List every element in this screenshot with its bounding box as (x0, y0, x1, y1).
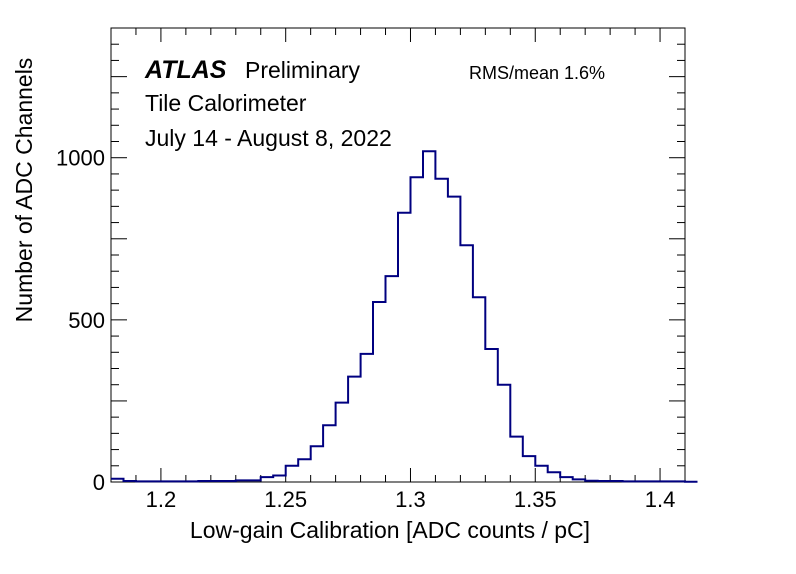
x-axis-ticks: 1.2 1.25 1.3 1.35 1.4 (110, 28, 686, 512)
x-tick-label: 1.4 (645, 487, 676, 512)
preliminary-label: Preliminary (245, 57, 361, 83)
y-tick-label: 1000 (56, 146, 105, 171)
x-tick-label: 1.25 (264, 487, 307, 512)
rms-mean-label: RMS/mean 1.6% (469, 63, 605, 83)
x-axis-label: Low-gain Calibration [ADC counts / pC] (190, 517, 590, 543)
x-tick-label: 1.35 (514, 487, 557, 512)
y-tick-label: 0 (93, 470, 105, 495)
y-axis-ticks: 0 500 1000 (56, 27, 685, 495)
y-tick-label: 500 (68, 308, 105, 333)
period-label: July 14 - August 8, 2022 (145, 125, 392, 151)
atlas-label: ATLAS (144, 56, 227, 84)
x-tick-label: 1.2 (146, 487, 177, 512)
histogram-line (111, 150, 698, 483)
detector-label: Tile Calorimeter (145, 90, 307, 116)
x-tick-label: 1.3 (395, 487, 426, 512)
y-axis-label: Number of ADC Channels (11, 58, 37, 323)
